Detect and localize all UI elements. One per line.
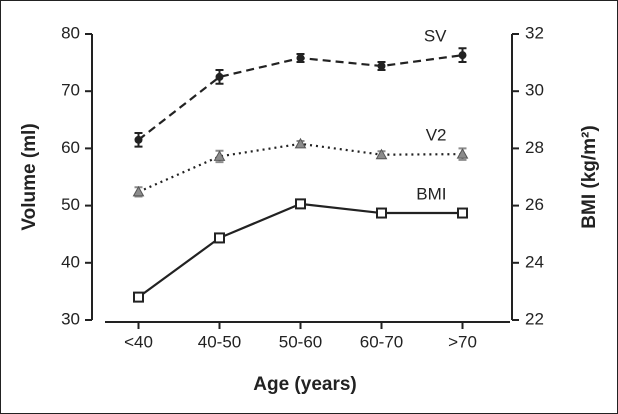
y2-tick-label: 32 xyxy=(525,23,544,42)
y2-tick-label: 22 xyxy=(525,309,544,328)
y-tick-label: 50 xyxy=(61,195,80,214)
marker xyxy=(294,137,307,149)
x-tick-label: <40 xyxy=(124,332,153,351)
series-label: V2 xyxy=(426,126,447,145)
marker xyxy=(377,62,386,71)
x-tick-label: 40-50 xyxy=(198,332,241,351)
x-axis-title: Age (years) xyxy=(253,374,357,395)
y-tick-label: 60 xyxy=(61,138,80,157)
marker xyxy=(296,54,305,63)
x-tick-label: 60-70 xyxy=(360,332,403,351)
y-tick-label: 80 xyxy=(61,23,80,42)
marker xyxy=(458,51,467,60)
y-tick-label: 70 xyxy=(61,81,80,100)
y2-axis-title: BMI (kg/m²) xyxy=(579,125,600,228)
y2-tick-label: 30 xyxy=(525,81,544,100)
x-tick-label: >70 xyxy=(448,332,477,351)
marker xyxy=(134,135,143,144)
y2-tick-label: 28 xyxy=(525,138,544,157)
marker xyxy=(133,291,144,303)
marker xyxy=(456,148,469,159)
marker xyxy=(213,150,226,161)
marker xyxy=(214,232,225,244)
marker xyxy=(376,207,387,219)
y2-tick-label: 26 xyxy=(525,195,544,214)
marker xyxy=(132,185,145,197)
y2-tick-label: 24 xyxy=(525,252,544,271)
y-axis-title: Volume (ml) xyxy=(19,123,40,230)
marker xyxy=(215,72,224,81)
marker xyxy=(375,148,388,160)
series-label: SV xyxy=(424,27,447,46)
y-tick-label: 40 xyxy=(61,252,80,271)
marker xyxy=(457,207,468,219)
series-label: BMI xyxy=(416,185,446,204)
x-tick-label: 50-60 xyxy=(279,332,322,351)
marker xyxy=(295,198,306,210)
y-tick-label: 30 xyxy=(61,309,80,328)
